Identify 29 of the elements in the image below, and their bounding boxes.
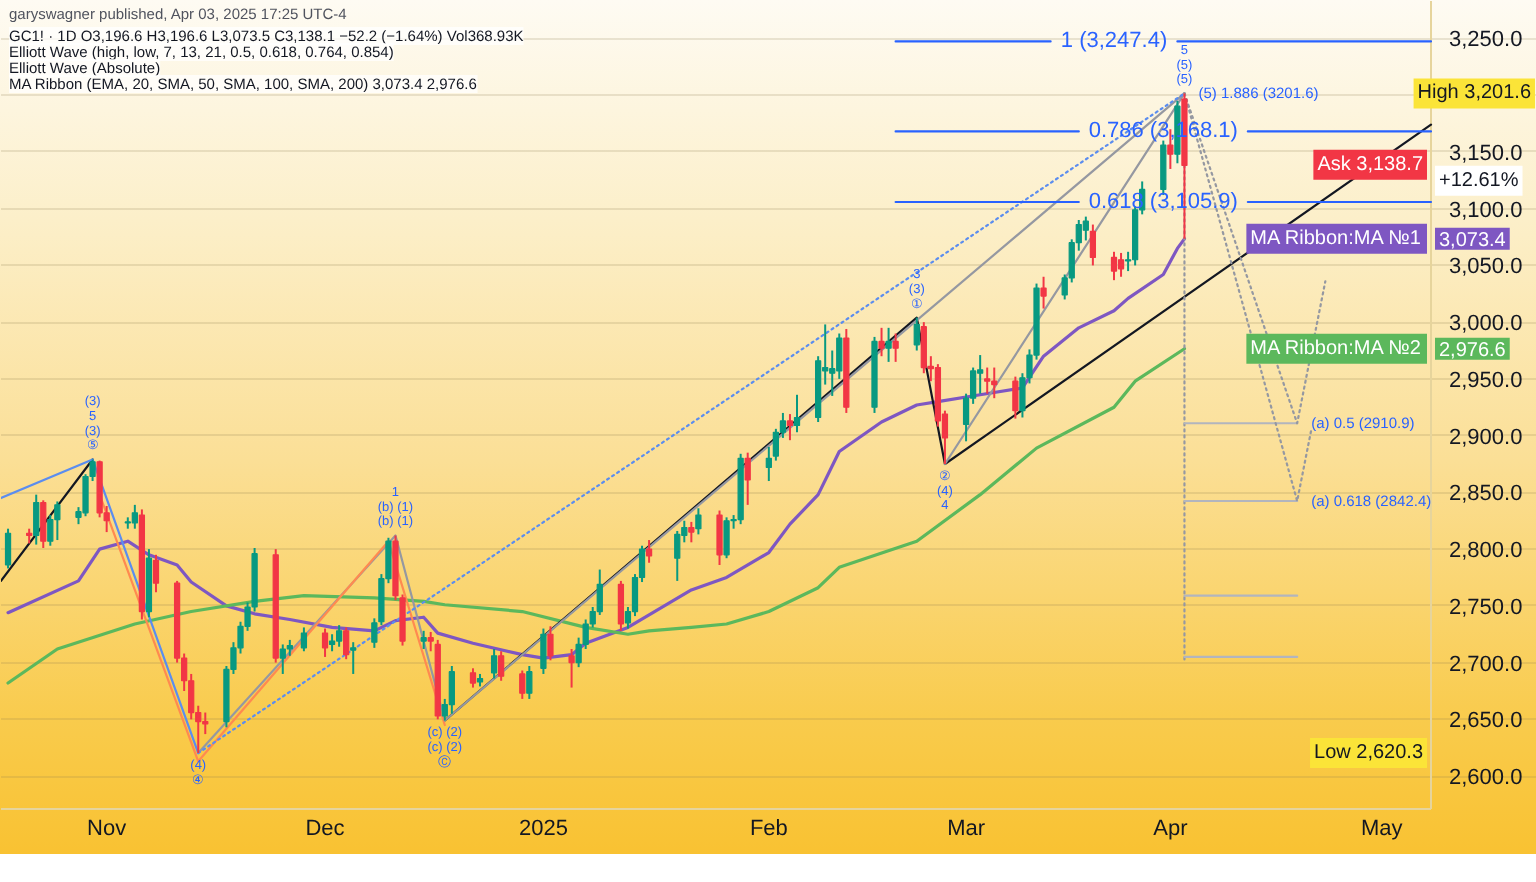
x-tick-label: Dec [305,817,346,841]
annotation: High 3,201.6 [1417,82,1532,105]
y-tick-label: 3,050.0 [1449,255,1523,280]
y-tick-label: 3,250.0 [1449,28,1523,53]
text: 2,976.6 [1439,339,1507,362]
y-tick-label: 3,100.0 [1449,198,1523,223]
legend-label: MA Ribbon:MA №2 [1250,337,1422,360]
y-tick-label: 2,950.0 [1449,368,1523,393]
text: +12.61% [1439,169,1519,192]
legend-label: MA Ribbon:MA №1 [1250,227,1422,250]
x-tick-label: 2025 [518,817,568,841]
x-tick-label: Apr [1153,817,1189,841]
x-tick-label: Nov [87,817,128,841]
x-tick-label: May [1360,817,1404,841]
text: 3,073.4 [1439,229,1507,252]
y-tick-label: 2,900.0 [1449,425,1523,450]
annotation: Ask 3,138.7 [1317,153,1424,176]
y-tick-label: 2,850.0 [1449,482,1523,507]
series-label: 1 (3,247.4) [1060,29,1168,54]
y-tick-label: 2,750.0 [1449,595,1523,620]
annotation: Low 2,620.3 [1314,742,1424,765]
x-tick-label: Mar [947,817,986,841]
y-tick-label: 2,600.0 [1449,766,1523,791]
y-tick-label: 2,650.0 [1449,709,1523,734]
y-tick-label: 2,800.0 [1449,539,1523,564]
y-tick-label: 3,000.0 [1449,312,1523,337]
x-tick-label: Feb [749,817,788,841]
y-tick-label: 3,150.0 [1449,141,1523,166]
y-tick-label: 2,700.0 [1449,652,1523,677]
